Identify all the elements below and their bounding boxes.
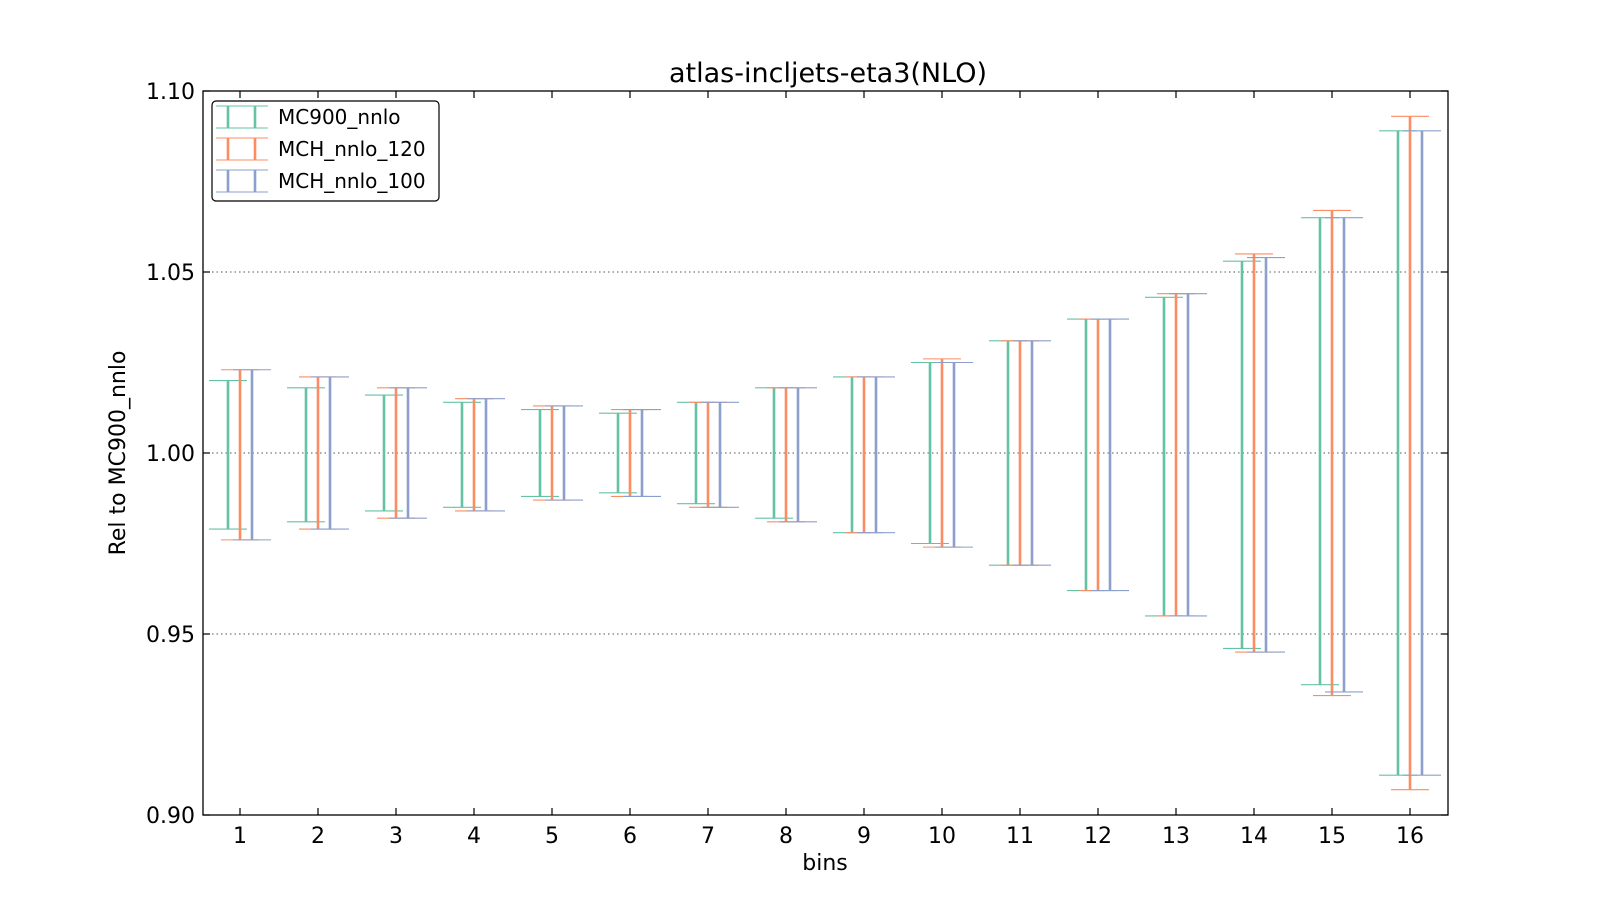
error-bar [1067,318,1105,592]
error-bar [389,387,427,519]
x-tick-label: 7 [701,824,715,849]
error-bar [1379,130,1417,776]
x-tick-label: 9 [857,824,871,849]
x-axis-label: bins [802,851,847,876]
x-tick-label: 12 [1084,824,1112,849]
legend-label: MCH_nnlo_100 [278,169,426,193]
y-tick-label: 1.05 [146,261,195,286]
x-tick-label: 3 [389,824,403,849]
x-tick-label: 2 [311,824,325,849]
y-axis-label: Rel to MC900_nnlo [106,351,131,556]
error-bar [1301,217,1339,686]
error-bar [1325,217,1363,693]
error-bar [467,398,505,512]
x-tick-label: 1 [233,824,247,849]
error-bar [1145,296,1183,617]
x-tick-label: 15 [1318,824,1346,849]
error-bar [1091,318,1129,592]
x-tick-label: 16 [1396,824,1424,849]
x-tick-label: 10 [928,824,956,849]
error-bar [233,369,271,541]
error-bar [1013,340,1051,566]
chart-title: atlas-incljets-eta3(NLO) [669,58,987,89]
grid-lines [203,271,1448,635]
legend: MC900_nnlo MCH_nnlo_120 MCH_nnlo_100 [211,100,440,202]
x-tick-label: 4 [467,824,481,849]
error-bar [1223,260,1261,650]
error-bar [1403,130,1441,776]
error-bar [311,376,349,530]
error-bar [779,387,817,523]
y-tick-label: 0.95 [146,623,195,648]
legend-entry: MC900_nnlo [216,105,401,129]
error-bar [623,409,661,497]
legend-box [211,100,440,202]
x-tick-label: 13 [1162,824,1190,849]
error-bar [545,405,583,501]
y-tick-label: 1.10 [146,80,195,105]
error-bar [857,376,895,534]
x-tick-label: 8 [779,824,793,849]
legend-entry: MCH_nnlo_120 [216,137,426,161]
error-bars [209,115,1441,791]
error-bar [701,401,739,508]
error-bar [1169,293,1207,617]
x-tick-label: 6 [623,824,637,849]
legend-label: MCH_nnlo_120 [278,137,426,161]
error-bar [1247,256,1285,653]
legend-entry: MCH_nnlo_100 [216,169,426,193]
legend-label: MC900_nnlo [278,105,401,129]
y-tick-label: 0.90 [146,804,195,829]
x-tick-label: 14 [1240,824,1268,849]
error-bar [935,361,973,548]
y-axis: 0.90 0.95 1.00 1.05 1.10 [146,80,1448,829]
x-tick-label: 5 [545,824,559,849]
error-bar [1391,115,1429,791]
error-bar [1313,209,1351,697]
x-tick-label: 11 [1006,824,1034,849]
y-tick-label: 1.00 [146,442,195,467]
x-axis: 1 2 3 4 5 6 7 8 9 10 11 12 13 14 15 16 [233,91,1424,849]
